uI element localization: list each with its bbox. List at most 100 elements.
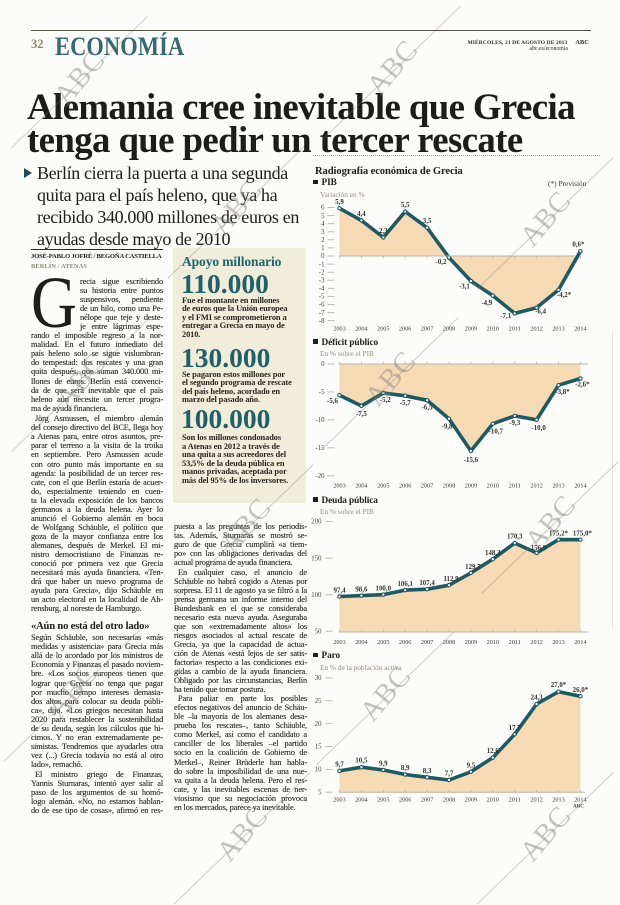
svg-text:2014: 2014 (574, 326, 586, 333)
svg-text:2010: 2010 (487, 639, 499, 646)
svg-text:50: 50 (315, 628, 322, 635)
svg-text:-4: -4 (319, 286, 325, 293)
svg-text:-8: -8 (319, 318, 325, 325)
svg-text:100,0: 100,0 (376, 586, 392, 593)
svg-text:156,9: 156,9 (531, 545, 547, 552)
svg-text:1: 1 (321, 245, 324, 252)
svg-text:-1: -1 (319, 261, 325, 268)
svg-text:2010: 2010 (487, 797, 499, 804)
svg-text:2012: 2012 (530, 483, 542, 490)
svg-text:2004: 2004 (355, 326, 367, 333)
svg-text:8,3: 8,3 (423, 768, 432, 775)
svg-text:10,5: 10,5 (355, 758, 368, 765)
svg-text:-3,1: -3,1 (459, 284, 470, 291)
svg-text:-0,2: -0,2 (436, 259, 447, 266)
svg-text:2012: 2012 (530, 326, 542, 333)
svg-text:2009: 2009 (465, 639, 477, 646)
svg-text:2013: 2013 (552, 483, 564, 490)
svg-text:2004: 2004 (355, 797, 367, 804)
svg-text:112,9: 112,9 (443, 576, 459, 583)
svg-text:2007: 2007 (421, 483, 433, 490)
svg-text:9,5: 9,5 (467, 762, 476, 769)
svg-text:2003: 2003 (333, 639, 345, 646)
svg-text:4,4: 4,4 (357, 211, 366, 218)
svg-text:2010: 2010 (487, 326, 499, 333)
svg-text:5: 5 (318, 789, 322, 796)
svg-text:175,2*: 175,2* (549, 531, 569, 538)
svg-text:0: 0 (321, 253, 325, 260)
svg-text:-10,0: -10,0 (531, 425, 546, 432)
svg-text:2005: 2005 (377, 483, 389, 490)
svg-text:2011: 2011 (509, 639, 521, 646)
svg-text:-20: -20 (315, 473, 325, 480)
svg-text:2,3: 2,3 (379, 228, 388, 235)
svg-text:7,7: 7,7 (445, 771, 454, 778)
svg-text:-15: -15 (315, 445, 325, 452)
svg-text:2006: 2006 (399, 483, 411, 490)
svg-text:2006: 2006 (399, 326, 411, 333)
svg-text:27,0*: 27,0* (551, 682, 567, 689)
svg-text:5,9: 5,9 (335, 199, 344, 206)
svg-text:-10: -10 (315, 417, 325, 424)
svg-text:-4,9: -4,9 (481, 300, 492, 307)
svg-text:2014: 2014 (574, 639, 586, 646)
svg-text:-5: -5 (319, 389, 325, 396)
svg-text:-9,8: -9,8 (442, 424, 453, 431)
svg-text:24,3: 24,3 (531, 695, 544, 702)
svg-text:0,6*: 0,6* (572, 242, 585, 249)
svg-text:2012: 2012 (530, 797, 542, 804)
svg-text:2006: 2006 (399, 797, 411, 804)
svg-text:-6: -6 (319, 302, 325, 309)
svg-text:5: 5 (321, 213, 325, 220)
svg-text:175,0*: 175,0* (573, 531, 593, 538)
svg-text:2008: 2008 (443, 639, 455, 646)
svg-text:-6,5: -6,5 (422, 404, 433, 411)
svg-text:2009: 2009 (465, 326, 477, 333)
svg-text:2004: 2004 (355, 483, 367, 490)
svg-text:12,6: 12,6 (487, 748, 500, 755)
svg-text:9,9: 9,9 (379, 761, 388, 768)
svg-text:-5,2: -5,2 (380, 397, 391, 404)
svg-text:17,7: 17,7 (509, 725, 522, 732)
svg-text:2011: 2011 (509, 797, 521, 804)
svg-text:2010: 2010 (487, 483, 499, 490)
svg-text:2013: 2013 (552, 797, 564, 804)
svg-text:-4,2*: -4,2* (557, 292, 572, 299)
svg-text:2005: 2005 (377, 326, 389, 333)
svg-text:20: 20 (315, 721, 322, 728)
svg-text:-2: -2 (319, 269, 325, 276)
svg-text:2012: 2012 (530, 639, 542, 646)
svg-text:2: 2 (321, 237, 325, 244)
svg-text:3: 3 (321, 229, 325, 236)
svg-text:-6,4: -6,4 (535, 309, 546, 316)
svg-text:97,4: 97,4 (333, 588, 346, 595)
svg-text:2005: 2005 (377, 639, 389, 646)
svg-text:0: 0 (321, 361, 325, 368)
svg-text:100: 100 (311, 592, 322, 599)
svg-text:ABC: ABC (573, 804, 584, 810)
svg-text:148,3: 148,3 (485, 550, 501, 557)
svg-text:2014: 2014 (574, 797, 586, 804)
svg-text:2011: 2011 (509, 326, 521, 333)
svg-text:2005: 2005 (377, 797, 389, 804)
svg-text:2011: 2011 (509, 483, 521, 490)
svg-text:2007: 2007 (421, 639, 433, 646)
svg-text:-5: -5 (319, 294, 325, 301)
svg-text:170,3: 170,3 (507, 534, 523, 541)
svg-text:-5,6: -5,6 (327, 398, 338, 405)
svg-text:9,7: 9,7 (335, 761, 344, 768)
svg-text:2003: 2003 (333, 326, 345, 333)
svg-text:200: 200 (311, 519, 322, 526)
svg-text:2003: 2003 (333, 797, 345, 804)
svg-text:2006: 2006 (399, 639, 411, 646)
svg-text:-7,5: -7,5 (356, 411, 367, 418)
svg-text:5,5: 5,5 (401, 202, 410, 209)
svg-text:15: 15 (315, 744, 322, 751)
svg-text:2007: 2007 (421, 326, 433, 333)
svg-text:25: 25 (315, 698, 322, 705)
svg-text:98,6: 98,6 (355, 587, 368, 594)
svg-text:106,1: 106,1 (397, 581, 413, 588)
svg-text:2004: 2004 (355, 639, 367, 646)
svg-text:2008: 2008 (443, 483, 455, 490)
svg-text:8,9: 8,9 (401, 765, 410, 772)
